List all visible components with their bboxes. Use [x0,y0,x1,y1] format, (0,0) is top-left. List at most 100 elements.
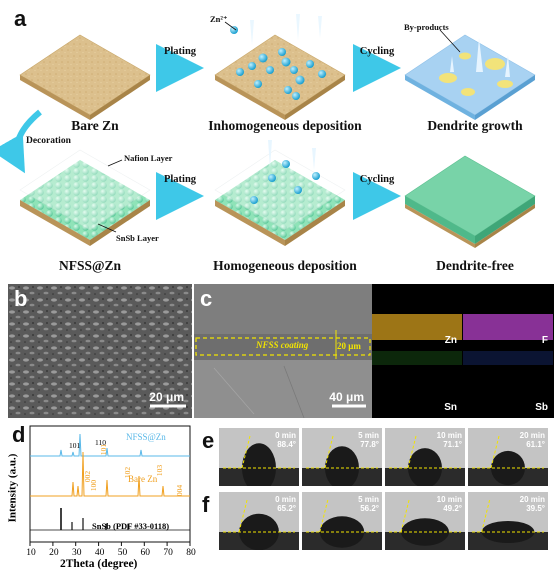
frame-time: 0 min [275,495,296,504]
frame-angle: 39.5° [526,504,545,513]
eds-band [372,351,462,365]
peak-103: 103 [155,464,165,477]
frame-time: 5 min [358,495,379,504]
droplet-svg [385,492,465,550]
panel-f-label: f [202,492,210,517]
eds-label-sb: Sb [535,402,548,413]
series-label-snsb: SnSb (PDF #33-0118) [92,521,170,531]
frame-time-angle: 10 min 71.1° [437,431,462,449]
dendrite-free-slab [404,155,536,248]
coating-label: NFSS coating [256,340,309,350]
caption-dendrite-free: Dendrite-free [436,258,514,273]
frame-angle: 71.1° [443,440,462,449]
arrow-label-plating-2: Plating [163,174,197,185]
dendrite-slab [404,34,536,120]
frame-time-angle: 5 min 77.8° [358,431,379,449]
frame-time: 20 min [519,495,545,504]
panel-a-label: a [14,6,27,31]
eds-map-grid: Zn F Sn Sb [372,284,554,418]
caption-dendrite-growth: Dendrite growth [427,118,523,133]
panel-c-label: c [200,286,213,311]
panel-d-label: d [12,422,26,447]
caption-homogeneous: Homogeneous deposition [213,258,357,273]
eds-label-sn: Sn [444,402,457,413]
droplet-svg [302,428,382,486]
eds-label-zn: Zn [444,335,457,346]
frame-time-angle: 5 min 56.2° [358,495,379,513]
droplet-svg [385,428,465,486]
series-label-nfss: NFSS@Zn [126,432,166,442]
inhomogeneous-slab [214,14,346,120]
contact-angle-frame: 10 min 49.2° [385,492,465,550]
frame-time: 10 min [436,495,462,504]
frame-time-angle: 20 min 61.1° [520,431,545,449]
sem-image-b: b 20 μm [8,284,192,418]
eds-map-sn: Sn [372,351,462,417]
nfss-zn-slab [19,149,151,246]
frame-time: 10 min [436,431,462,440]
nafion-layer-label: Nafion Layer [124,153,173,163]
frame-angle: 65.2° [277,504,296,513]
x-tick-label: 40 [94,548,105,558]
cross-section-texture [194,284,372,418]
eds-map-f: F [463,284,553,350]
x-tick-label: 50 [117,548,128,558]
decoration-label: Decoration [26,136,71,146]
eds-band [372,314,462,340]
eds-map-sb: Sb [463,351,553,417]
frame-time-angle: 0 min 88.4° [275,431,296,449]
scale-bar-b: 20 μm [149,390,184,404]
homogeneous-slab [214,140,346,246]
frame-time: 0 min [275,431,296,440]
peak-101: 101 [99,443,109,456]
frame-angle: 88.4° [277,440,296,449]
eds-band [463,314,553,340]
contact-angle-frame: 20 min 39.5° [468,492,548,550]
eds-band [463,351,553,365]
x-tick-label: 10 [26,548,36,558]
droplet-svg [468,428,548,486]
contact-angle-frame: 20 min 61.1° [468,428,548,486]
caption-inhomogeneous: Inhomogeneous deposition [208,118,362,133]
arrow-label-cycling-2: Cycling [359,174,395,185]
contact-angle-frame: 0 min 88.4° [219,428,299,486]
scale-bar-c: 40 μm [329,390,364,404]
series-label-bare: Bare Zn [128,474,158,484]
caption-nfss-zn: NFSS@Zn [58,258,122,273]
panel-b-label: b [14,286,28,311]
frame-angle: 49.2° [443,504,462,513]
frame-time-angle: 0 min 65.2° [275,495,296,513]
zn-ion-label: Zn²⁺ [210,14,228,24]
droplet-svg [219,428,299,486]
xrd-chart [29,425,191,546]
droplet-svg [302,492,382,550]
xrd-y-label: Intensity (a.u.) [6,453,19,523]
frame-angle: 77.8° [360,440,379,449]
arrow-label-plating-1: Plating [163,46,197,57]
peak-101-top: 101 [69,441,81,450]
thickness-label: 20 μm [337,341,361,351]
frame-angle: 61.1° [526,440,545,449]
xrd-x-label: 2Theta (degree) [60,558,138,570]
byproducts-label: By-products [404,22,449,32]
frame-angle: 56.2° [360,504,379,513]
panel-e-label: e [202,428,215,453]
droplet-svg [219,492,299,550]
eds-map-zn: Zn [372,284,462,350]
frame-time-angle: 10 min 49.2° [437,495,462,513]
sem-texture [8,284,192,418]
droplet-svg [468,492,548,550]
frame-time: 20 min [519,431,545,440]
cross-section-image-c: c NFSS coating 20 μm 40 μm [194,284,372,418]
frame-time: 5 min [358,431,379,440]
contact-angle-frame: 10 min 71.1° [385,428,465,486]
caption-bare-zn: Bare Zn [71,118,119,133]
peak-102: 102 [123,466,133,479]
x-tick-label: 20 [49,548,59,558]
arrow-label-cycling-1: Cycling [359,46,395,57]
frame-time-angle: 20 min 39.5° [520,495,545,513]
peak-110-top: 110 [95,438,106,447]
x-tick-label: 30 [71,548,82,558]
peak-100: 100 [89,479,99,492]
x-tick-label: 70 [163,548,173,558]
